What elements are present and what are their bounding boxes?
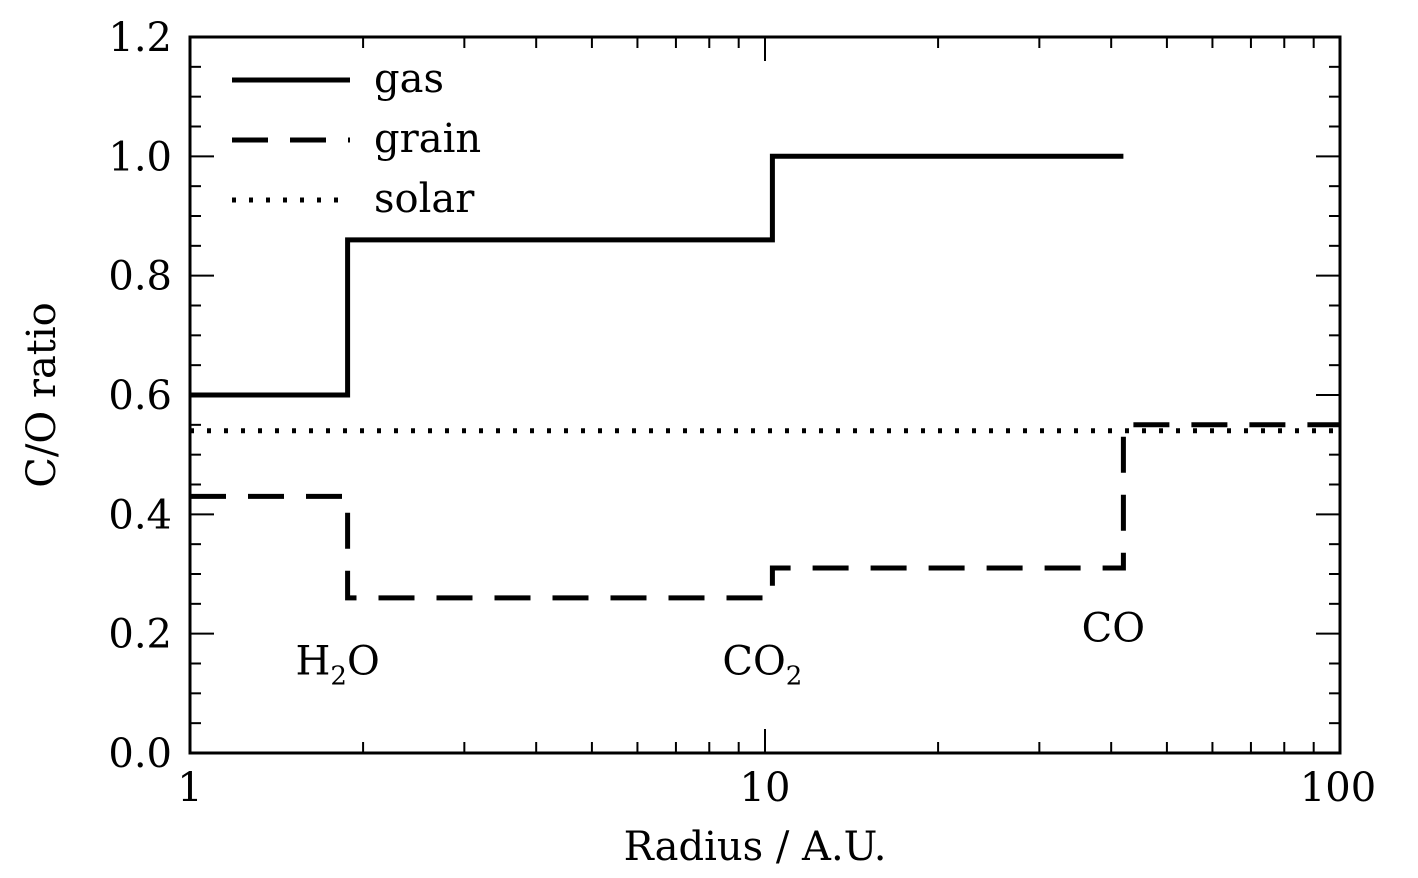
plot-frame — [188, 35, 1342, 755]
annotation-label: CO2 — [722, 639, 802, 692]
series-line-gas — [190, 153, 1124, 398]
series-line-grain — [190, 422, 1340, 601]
x-tick-label: 100 — [1300, 765, 1376, 811]
y-axis-title: C/O ratio — [19, 302, 65, 488]
annotation-label: CO — [1082, 606, 1145, 652]
x-tick-label: 10 — [740, 765, 791, 811]
legend-label-solar: solar — [374, 176, 475, 222]
y-tick-label: 1.2 — [108, 15, 172, 61]
legend-label-grain: grain — [374, 116, 481, 162]
y-tick-label: 0.2 — [108, 612, 172, 658]
y-tick-label: 1.0 — [108, 134, 172, 180]
y-tick-label: 0.4 — [108, 492, 172, 538]
labels-layer: 1 10 100 0.0 0.2 0.4 0.6 0.8 1.0 1.2 — [108, 15, 1376, 811]
x-axis-title: Radius / A.U. — [624, 824, 887, 870]
annotation-label: H2O — [296, 639, 380, 692]
annotations-layer: H2O CO2 CO — [296, 606, 1146, 692]
y-tick-label: 0.6 — [108, 373, 172, 419]
x-tick-label: 1 — [177, 765, 202, 811]
legend-label-gas: gas — [374, 56, 444, 102]
y-tick-label: 0.8 — [108, 254, 172, 300]
y-tick-label: 0.0 — [108, 731, 172, 777]
series-layer — [190, 153, 1340, 601]
legend: gas grain solar — [232, 56, 481, 222]
